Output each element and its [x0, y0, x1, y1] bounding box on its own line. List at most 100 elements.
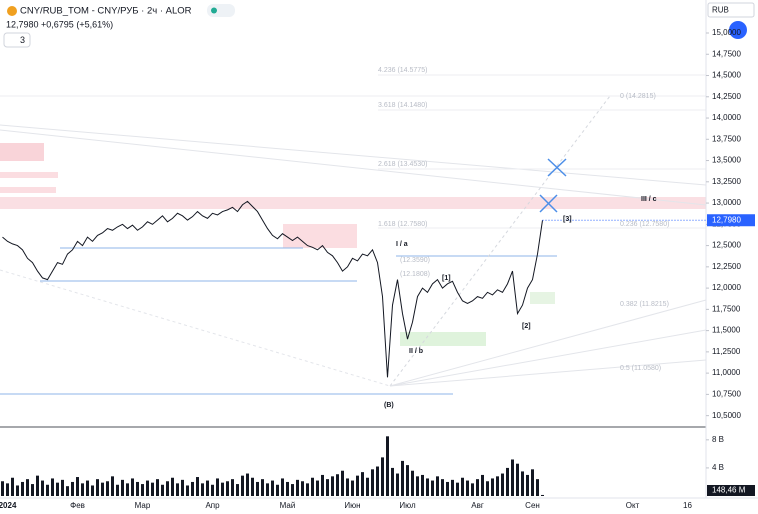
volume-bar	[56, 482, 59, 496]
x-tick-label: Июн	[344, 501, 360, 510]
last-price-label: 12,7980	[712, 215, 741, 224]
volume-bar	[526, 474, 529, 496]
volume-bar	[116, 484, 119, 496]
annotation: 0 (14.2815)	[620, 93, 656, 100]
annotation: I / a	[396, 241, 408, 248]
x-tick-label: 2024	[0, 501, 17, 510]
volume-bar	[211, 484, 214, 496]
volume-bar	[291, 484, 294, 496]
volume-bar	[181, 479, 184, 496]
volume-bar	[156, 479, 159, 496]
volume-bar	[206, 480, 209, 496]
volume-bar	[136, 481, 139, 496]
volume-bar	[356, 475, 359, 496]
volume-bar	[276, 484, 279, 496]
volume-bar	[191, 481, 194, 496]
drawings	[0, 0, 758, 499]
volume-bar	[381, 457, 384, 496]
volume-bar	[391, 467, 394, 496]
volume-bar	[396, 473, 399, 496]
add-button[interactable]	[729, 21, 747, 39]
y-tick-label: 11,5000	[712, 326, 741, 335]
volume-bar	[476, 479, 479, 496]
y-tick-label: 11,2500	[712, 347, 741, 356]
x-tick-label: Авг	[471, 501, 484, 510]
volume-bar	[161, 484, 164, 496]
volume-bar	[281, 478, 284, 496]
volume-bar	[501, 473, 504, 496]
symbol-title[interactable]: CNY/RUB_TOM - CNY/РУБ · 2ч · ALOR	[20, 6, 192, 17]
volume-bar	[126, 483, 129, 496]
volume-bar	[426, 478, 429, 496]
volume-bar	[251, 477, 254, 496]
volume-bar	[471, 483, 474, 496]
volume-bar	[536, 479, 539, 496]
indicator-toggle[interactable]	[3, 32, 31, 48]
volume-tick-label: 4 B	[712, 463, 724, 472]
volume-bar	[236, 484, 239, 496]
y-tick-label: 13,5000	[712, 156, 741, 165]
y-tick-label: 13,0000	[712, 198, 741, 207]
y-tick-label: 10,7500	[712, 389, 741, 398]
y-tick-label: 13,2500	[712, 177, 741, 186]
volume-bar	[361, 472, 364, 496]
volume-bar	[486, 481, 489, 496]
volume-bar	[496, 476, 499, 496]
volume-bar	[446, 481, 449, 496]
volume-bar	[261, 479, 264, 496]
volume-bar	[271, 480, 274, 496]
volume-bar	[41, 480, 44, 496]
volume-bar	[386, 436, 389, 496]
volume-bar	[241, 475, 244, 496]
status-dot	[211, 7, 217, 14]
volume-bar	[6, 483, 9, 496]
x-tick-label: Окт	[626, 501, 640, 510]
volume-bar	[311, 477, 314, 496]
volume-bar	[46, 484, 49, 496]
y-tick-label: 14,5000	[712, 71, 741, 80]
annotation: (12.3590)	[400, 257, 430, 264]
volume-bar	[86, 480, 89, 496]
volume-bar	[121, 479, 124, 496]
price-line	[2, 200, 543, 378]
volume-bar	[416, 476, 419, 496]
volume-bar	[171, 477, 174, 496]
volume-bar	[101, 482, 104, 496]
volume-bar	[1, 481, 4, 496]
annotation: 1.618 (12.7580)	[378, 221, 427, 228]
x-tick-label: Сен	[525, 501, 540, 510]
volume-bar	[266, 483, 269, 496]
volume-bar	[196, 477, 199, 496]
volume-bar	[306, 483, 309, 496]
volume-bar	[481, 474, 484, 496]
annotation: [2]	[522, 323, 531, 330]
currency-box[interactable]	[707, 2, 755, 18]
volume-bar	[466, 480, 469, 496]
last-price-box	[707, 214, 755, 227]
volume-bar	[376, 466, 379, 496]
volume-bar	[66, 486, 69, 496]
currency: RUB	[712, 6, 729, 15]
volume-bar	[51, 478, 54, 496]
volume-bar	[441, 479, 444, 496]
y-tick-label: 13,7500	[712, 134, 741, 143]
annotation: (B)	[384, 402, 394, 409]
volume-bar	[16, 485, 19, 496]
volume-bar	[321, 474, 324, 496]
volume-bar	[151, 482, 154, 496]
volume-bar	[71, 481, 74, 496]
x-tick-label: Мар	[135, 501, 151, 510]
volume-tick-label: 8 B	[712, 435, 724, 444]
volume-bar	[106, 481, 109, 496]
annotation: 4.236 (14.5775)	[378, 67, 427, 74]
annotation: (12.1808)	[400, 271, 430, 278]
volume-bar	[146, 480, 149, 496]
x-tick-label: 16	[683, 501, 692, 510]
volume-bar	[431, 480, 434, 496]
last-volume-label: 148,46 M	[712, 486, 746, 495]
volume-bar	[456, 482, 459, 496]
volume-bar	[31, 484, 34, 496]
annotation: 0.5 (11.0580)	[620, 365, 661, 372]
volume-bar	[436, 476, 439, 496]
volume-bar	[166, 481, 169, 496]
